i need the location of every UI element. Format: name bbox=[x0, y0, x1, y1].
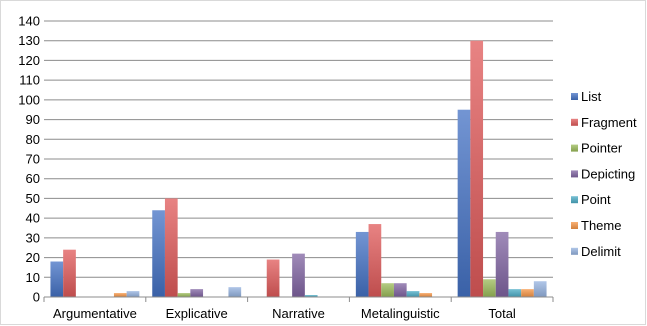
y-axis-ticks: 0 10 20 30 40 50 60 70 80 90 100 110 120 130 140 bbox=[18, 14, 40, 305]
bar-theme-total bbox=[521, 289, 534, 297]
legend-swatch-depicting bbox=[571, 170, 578, 178]
legend: List Fragment Pointer Depicting Point Theme De… bbox=[571, 89, 637, 259]
bar-depicting-explicative bbox=[190, 289, 204, 297]
bar-list-explicative bbox=[152, 210, 165, 297]
y-tick-label: 60 bbox=[26, 171, 40, 186]
legend-label-fragment: Fragment bbox=[581, 115, 637, 130]
bar-fragment-argumentative bbox=[63, 249, 76, 297]
legend-label-theme: Theme bbox=[581, 218, 621, 233]
bar-theme-argumentative bbox=[113, 293, 127, 297]
bar-pointer-metalinguistic bbox=[381, 283, 394, 297]
x-tick-label: Total bbox=[488, 306, 516, 321]
x-axis bbox=[43, 296, 554, 302]
y-tick-label: 70 bbox=[26, 152, 40, 167]
bar-depicting-narrative bbox=[292, 253, 305, 297]
legend-label-point: Point bbox=[581, 192, 611, 207]
y-tick-label: 110 bbox=[19, 73, 40, 88]
bar-theme-metalinguistic bbox=[419, 293, 433, 297]
legend-label-pointer: Pointer bbox=[581, 141, 623, 156]
y-tick-label: 120 bbox=[18, 53, 40, 68]
bar-delimit-total bbox=[533, 281, 547, 297]
legend-swatch-pointer bbox=[571, 144, 578, 152]
y-tick-label: 40 bbox=[26, 211, 40, 226]
bar-point-metalinguistic bbox=[406, 291, 420, 297]
y-tick-label: 0 bbox=[33, 290, 40, 305]
legend-label-delimit: Delimit bbox=[581, 244, 621, 259]
bar-list-total bbox=[457, 109, 471, 297]
bars bbox=[50, 40, 547, 297]
y-tick-label: 100 bbox=[18, 92, 40, 107]
y-tick-label: 80 bbox=[26, 132, 40, 147]
y-tick-label: 140 bbox=[18, 14, 40, 29]
y-tick-label: 130 bbox=[18, 33, 40, 48]
bar-fragment-narrative bbox=[266, 259, 280, 297]
x-tick-label: Explicative bbox=[166, 306, 228, 321]
legend-label-depicting: Depicting bbox=[581, 166, 635, 181]
legend-swatch-fragment bbox=[571, 118, 578, 126]
legend-swatch-delimit bbox=[571, 247, 578, 255]
bar-delimit-argumentative bbox=[126, 291, 140, 297]
bar-fragment-total bbox=[470, 40, 484, 297]
bar-pointer-explicative bbox=[177, 293, 191, 297]
y-tick-label: 20 bbox=[26, 250, 40, 265]
bar-point-narrative bbox=[304, 295, 318, 297]
x-tick-label: Argumentative bbox=[53, 306, 137, 321]
y-tick-label: 10 bbox=[26, 270, 40, 285]
bar-list-argumentative bbox=[50, 261, 64, 297]
legend-label-list: List bbox=[581, 89, 602, 104]
x-tick-label: Narrative bbox=[272, 306, 325, 321]
bar-fragment-metalinguistic bbox=[368, 224, 382, 297]
x-tick-label: Metalinguistic bbox=[361, 306, 440, 321]
y-tick-label: 30 bbox=[26, 230, 40, 245]
y-tick-label: 50 bbox=[26, 191, 40, 206]
bar-fragment-explicative bbox=[164, 198, 178, 297]
x-axis-labels: Argumentative Explicative Narrative Metalin… bbox=[53, 306, 516, 321]
bar-pointer-total bbox=[483, 279, 496, 297]
y-tick-label: 90 bbox=[26, 112, 40, 127]
bar-list-metalinguistic bbox=[355, 231, 369, 297]
legend-swatch-list bbox=[571, 93, 578, 100]
bar-depicting-total bbox=[495, 231, 509, 297]
legend-swatch-point bbox=[571, 196, 578, 204]
bar-delimit-explicative bbox=[228, 287, 242, 297]
bar-point-total bbox=[508, 289, 522, 297]
bar-depicting-metalinguistic bbox=[393, 283, 407, 297]
legend-swatch-theme bbox=[571, 222, 578, 229]
